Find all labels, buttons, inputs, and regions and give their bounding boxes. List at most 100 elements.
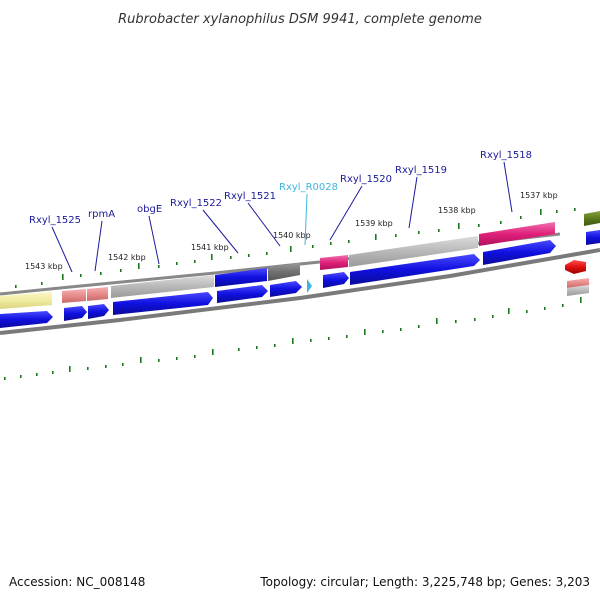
scale-tick <box>230 256 232 259</box>
scale-tick <box>526 310 528 313</box>
scale-tick <box>41 282 43 285</box>
scale-tick <box>100 272 102 275</box>
feature-block[interactable] <box>62 289 86 303</box>
scale-tick <box>330 242 332 245</box>
upper-scale <box>15 208 576 288</box>
scale-tick <box>238 348 240 351</box>
leader-line <box>503 161 513 213</box>
feature-block[interactable] <box>567 278 589 288</box>
gene-label[interactable]: rpmA <box>88 209 115 220</box>
scale-tick <box>562 304 564 307</box>
feature-block[interactable] <box>349 236 478 267</box>
scale-label: 1538 kbp <box>438 206 476 215</box>
lower-scale <box>4 297 582 380</box>
feature-block[interactable] <box>479 222 555 246</box>
scale-tick <box>80 274 82 277</box>
feature-block[interactable] <box>268 263 300 281</box>
accession-text: Accession: NC_008148 <box>9 575 145 589</box>
cds-arrow[interactable] <box>217 285 268 303</box>
scale-tick <box>436 318 438 324</box>
gene-label[interactable]: Rxyl_1521 <box>224 191 276 202</box>
feature-block[interactable] <box>320 255 348 270</box>
cds-arrow[interactable] <box>323 272 349 288</box>
scale-tick <box>508 308 510 314</box>
scale-tick <box>540 209 542 215</box>
gene-label[interactable]: Rxyl_1519 <box>395 165 447 176</box>
leader-line <box>94 220 103 272</box>
scale-labels: 1543 kbp 1542 kbp 1541 kbp 1540 kbp 1539… <box>25 191 558 271</box>
scale-tick <box>382 330 384 333</box>
scale-tick <box>4 377 6 380</box>
scale-label: 1540 kbp <box>273 231 311 240</box>
scale-tick <box>290 246 292 252</box>
scale-tick <box>418 325 420 328</box>
scale-tick <box>375 234 377 240</box>
rna-label[interactable]: Rxyl_R0028 <box>279 182 338 193</box>
scale-tick <box>256 346 258 349</box>
cds-arrow[interactable] <box>64 306 87 321</box>
scale-tick <box>274 344 276 347</box>
scale-tick <box>69 366 71 372</box>
scale-tick <box>580 297 582 303</box>
genome-title: Rubrobacter xylanophilus DSM 9941, compl… <box>118 12 482 27</box>
leader-line <box>148 215 160 265</box>
cds-arrow[interactable] <box>270 281 302 297</box>
scale-tick <box>194 355 196 358</box>
scale-tick <box>140 357 142 363</box>
feature-block[interactable] <box>584 211 600 226</box>
cds-arrow[interactable] <box>88 304 109 319</box>
scale-tick <box>556 210 558 213</box>
scale-tick <box>328 337 330 340</box>
scale-tick <box>15 285 17 288</box>
scale-tick <box>478 224 480 227</box>
scale-tick <box>176 262 178 265</box>
genome-summary-text: Topology: circular; Length: 3,225,748 bp… <box>259 575 590 589</box>
scale-tick <box>266 252 268 255</box>
feature-block[interactable] <box>565 260 586 274</box>
scale-tick <box>348 240 350 243</box>
leader-line <box>51 226 73 273</box>
scale-label: 1541 kbp <box>191 243 229 252</box>
scale-tick <box>212 349 214 355</box>
feature-block[interactable] <box>215 268 267 287</box>
feature-block[interactable] <box>87 287 108 301</box>
feature-block[interactable] <box>567 285 589 296</box>
feature-block[interactable] <box>111 275 214 298</box>
scale-tick <box>158 359 160 362</box>
leader-lines <box>51 161 513 273</box>
cds-arrow[interactable] <box>483 240 556 265</box>
leader-line <box>304 193 308 246</box>
scale-tick <box>438 229 440 232</box>
cds-arrow[interactable] <box>0 311 53 328</box>
scale-tick <box>292 338 294 344</box>
leader-line <box>408 176 418 229</box>
scale-tick <box>36 373 38 376</box>
genome-backbone-inner <box>0 248 600 335</box>
scale-tick <box>400 328 402 331</box>
gene-label[interactable]: Rxyl_1518 <box>480 150 532 161</box>
rna-marker[interactable] <box>307 279 312 293</box>
scale-label: 1539 kbp <box>355 219 393 228</box>
scale-tick <box>87 367 89 370</box>
scale-label: 1543 kbp <box>25 262 63 271</box>
scale-tick <box>62 274 64 280</box>
scale-tick <box>20 375 22 378</box>
scale-tick <box>211 254 213 260</box>
cds-arrow[interactable] <box>113 292 213 315</box>
cds-arrow[interactable] <box>350 254 480 285</box>
gene-label[interactable]: obgE <box>137 204 162 215</box>
gene-label[interactable]: Rxyl_1520 <box>340 174 392 185</box>
lower-features <box>0 230 600 328</box>
scale-tick <box>544 307 546 310</box>
gene-label[interactable]: Rxyl_1525 <box>29 215 81 226</box>
gene-labels: Rxyl_1525 rpmA obgE Rxyl_1522 Rxyl_1521 … <box>29 150 532 226</box>
gene-label[interactable]: Rxyl_1522 <box>170 198 222 209</box>
scale-tick <box>395 234 397 237</box>
scale-tick <box>458 223 460 229</box>
scale-tick <box>574 208 576 211</box>
upper-features <box>0 211 600 309</box>
scale-tick <box>500 221 502 224</box>
feature-block[interactable] <box>0 292 52 309</box>
cds-arrow[interactable] <box>586 230 600 245</box>
